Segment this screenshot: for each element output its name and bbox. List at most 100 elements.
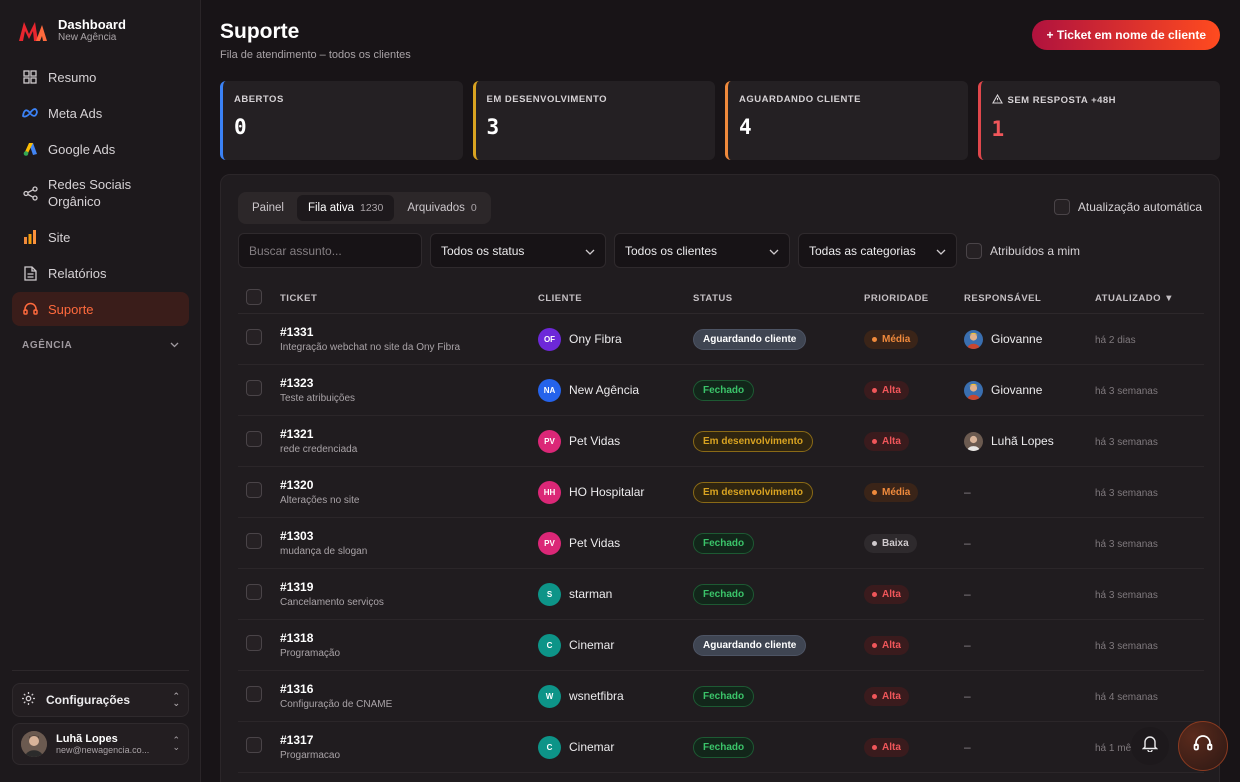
- updated-time: há 3 semanas: [1095, 590, 1158, 601]
- ticket-cell[interactable]: #1317 Progarmacao: [280, 733, 538, 761]
- column-header-responsible[interactable]: RESPONSÁVEL: [964, 293, 1042, 304]
- priority-label: Média: [882, 334, 911, 345]
- updated-time: há 2 dias: [1095, 335, 1136, 346]
- priority-label: Alta: [882, 742, 901, 753]
- sidebar-divider: [12, 670, 189, 671]
- assigned-to-me-checkbox[interactable]: [966, 242, 982, 259]
- ticket-cell[interactable]: #1318 Programação: [280, 631, 538, 659]
- ticket-id[interactable]: #1316: [280, 682, 314, 696]
- ticket-cell[interactable]: #1320 Alterações no site: [280, 478, 538, 506]
- table-row[interactable]: #1323 Teste atribuições NA New Agência F…: [238, 365, 1204, 416]
- user-name: Luhã Lopes: [56, 733, 118, 745]
- select-all-checkbox[interactable]: [246, 289, 262, 305]
- row-checkbox[interactable]: [246, 379, 262, 396]
- responsible-empty: –: [964, 587, 971, 601]
- ticket-id[interactable]: #1331: [280, 325, 314, 339]
- row-checkbox[interactable]: [246, 736, 262, 753]
- column-header-priority[interactable]: PRIORIDADE: [864, 293, 929, 304]
- tab-count: 0: [470, 202, 477, 214]
- priority-badge: Alta: [864, 381, 909, 400]
- status-filter-select[interactable]: Todos os status: [430, 233, 606, 268]
- tab-painel[interactable]: Painel: [241, 195, 295, 221]
- ticket-id[interactable]: #1321: [280, 427, 314, 441]
- table-row[interactable]: #1318 Programação C Cinemar Aguardando c…: [238, 620, 1204, 671]
- ticket-cell[interactable]: #1319 Cancelamento serviços: [280, 580, 538, 608]
- support-chat-button[interactable]: [1178, 721, 1228, 771]
- sidebar-item-resumo[interactable]: Resumo: [12, 60, 189, 94]
- stat-label: SEM RESPOSTA +48H: [991, 93, 1210, 107]
- ticket-cell[interactable]: #1321 rede credenciada: [280, 427, 538, 455]
- responsible-cell: –: [964, 485, 1095, 499]
- row-checkbox[interactable]: [246, 583, 262, 600]
- tab-label: Arquivados: [407, 202, 465, 214]
- table-row[interactable]: #1303 mudança de slogan PV Pet Vidas Fec…: [238, 518, 1204, 569]
- row-checkbox[interactable]: [246, 685, 262, 702]
- avatar: [964, 329, 983, 349]
- table-row[interactable]: #1316 Configuração de CNAME W wsnetfibra…: [238, 671, 1204, 722]
- priority-dot: [872, 745, 877, 750]
- sidebar-item-site[interactable]: Site: [12, 220, 189, 254]
- ticket-subject: Configuração de CNAME: [280, 699, 393, 710]
- ticket-id[interactable]: #1323: [280, 376, 314, 390]
- priority-badge: Média: [864, 483, 919, 502]
- priority-badge: Alta: [864, 687, 909, 706]
- responsible-name: Giovanne: [991, 383, 1043, 397]
- column-header-ticket[interactable]: TICKET: [280, 293, 318, 304]
- sidebar-item-relatorios[interactable]: Relatórios: [12, 256, 189, 290]
- search-input[interactable]: [238, 233, 422, 268]
- row-checkbox[interactable]: [246, 328, 262, 345]
- auto-refresh-checkbox[interactable]: [1053, 199, 1070, 215]
- user-menu[interactable]: Luhã Lopes new@newagencia.co... ⌃ ⌄: [12, 723, 189, 765]
- priority-badge: Alta: [864, 738, 909, 757]
- tab-arquivados[interactable]: Arquivados 0: [396, 195, 487, 221]
- stat-value: 3: [486, 115, 500, 139]
- table-row[interactable]: #1321 rede credenciada PV Pet Vidas Em d…: [238, 416, 1204, 467]
- auto-refresh-toggle[interactable]: Atualização automática: [1053, 199, 1202, 215]
- row-checkbox[interactable]: [246, 430, 262, 447]
- sidebar-section-agencia[interactable]: AGÊNCIA: [12, 340, 189, 351]
- ticket-id[interactable]: #1319: [280, 580, 314, 594]
- row-select-cell: [238, 328, 280, 350]
- table-row[interactable]: #1317 Progarmacao C Cinemar Fechado Alta…: [238, 722, 1204, 773]
- ticket-cell[interactable]: #1303 mudança de slogan: [280, 529, 538, 557]
- notifications-button[interactable]: [1131, 727, 1169, 765]
- client-filter-select[interactable]: Todos os clientes: [614, 233, 790, 268]
- table-row[interactable]: #1319 Cancelamento serviços S starman Fe…: [238, 569, 1204, 620]
- ticket-id[interactable]: #1317: [280, 733, 314, 747]
- chevron-down-icon: [936, 244, 946, 258]
- ticket-cell[interactable]: #1323 Teste atribuições: [280, 376, 538, 404]
- settings-button[interactable]: Configurações ⌃ ⌄: [12, 683, 189, 717]
- chevron-up-down-icon: ⌃ ⌄: [172, 735, 180, 752]
- new-ticket-button[interactable]: + Ticket em nome de cliente: [1032, 20, 1220, 50]
- table-row[interactable]: #1320 Alterações no site HH HO Hospitala…: [238, 467, 1204, 518]
- tickets-panel: Painel Fila ativa 1230 Arquivados 0 Atualiza…: [220, 174, 1220, 782]
- sidebar-item-meta-ads[interactable]: Meta Ads: [12, 96, 189, 130]
- ticket-cell[interactable]: #1316 Configuração de CNAME: [280, 682, 538, 710]
- sidebar-item-google-ads[interactable]: Google Ads: [12, 132, 189, 166]
- status-badge: Fechado: [693, 532, 755, 554]
- assigned-to-me-toggle[interactable]: Atribuídos a mim: [966, 242, 1080, 259]
- column-header-status[interactable]: STATUS: [693, 293, 733, 304]
- brand[interactable]: Dashboard New Agência: [18, 18, 126, 43]
- headset-icon: [1193, 734, 1213, 758]
- row-checkbox[interactable]: [246, 481, 262, 498]
- updated-cell: há 2 dias: [1095, 330, 1204, 348]
- ticket-cell[interactable]: #1331 Integração webchat no site da Ony …: [280, 325, 538, 353]
- column-header-client[interactable]: CLIENTE: [538, 293, 583, 304]
- sidebar-item-suporte[interactable]: Suporte: [12, 292, 189, 326]
- column-header-updated[interactable]: ATUALIZADO ▼: [1095, 293, 1175, 304]
- row-checkbox[interactable]: [246, 532, 262, 549]
- stat-value: 1: [991, 117, 1005, 141]
- table-row[interactable]: #1331 Integração webchat no site da Ony …: [238, 314, 1204, 365]
- client-cell: PV Pet Vidas: [538, 531, 693, 555]
- ticket-id[interactable]: #1318: [280, 631, 314, 645]
- sidebar-item-label: Google Ads: [48, 141, 116, 157]
- category-filter-select[interactable]: Todas as categorias: [798, 233, 957, 268]
- status-cell: Fechado: [693, 379, 864, 401]
- sidebar-item-redes-sociais[interactable]: Redes Sociais Orgânico: [12, 168, 189, 218]
- ticket-id[interactable]: #1303: [280, 529, 314, 543]
- row-checkbox[interactable]: [246, 634, 262, 651]
- tab-fila-ativa[interactable]: Fila ativa 1230: [296, 195, 395, 221]
- ticket-id[interactable]: #1320: [280, 478, 314, 492]
- priority-label: Alta: [882, 589, 901, 600]
